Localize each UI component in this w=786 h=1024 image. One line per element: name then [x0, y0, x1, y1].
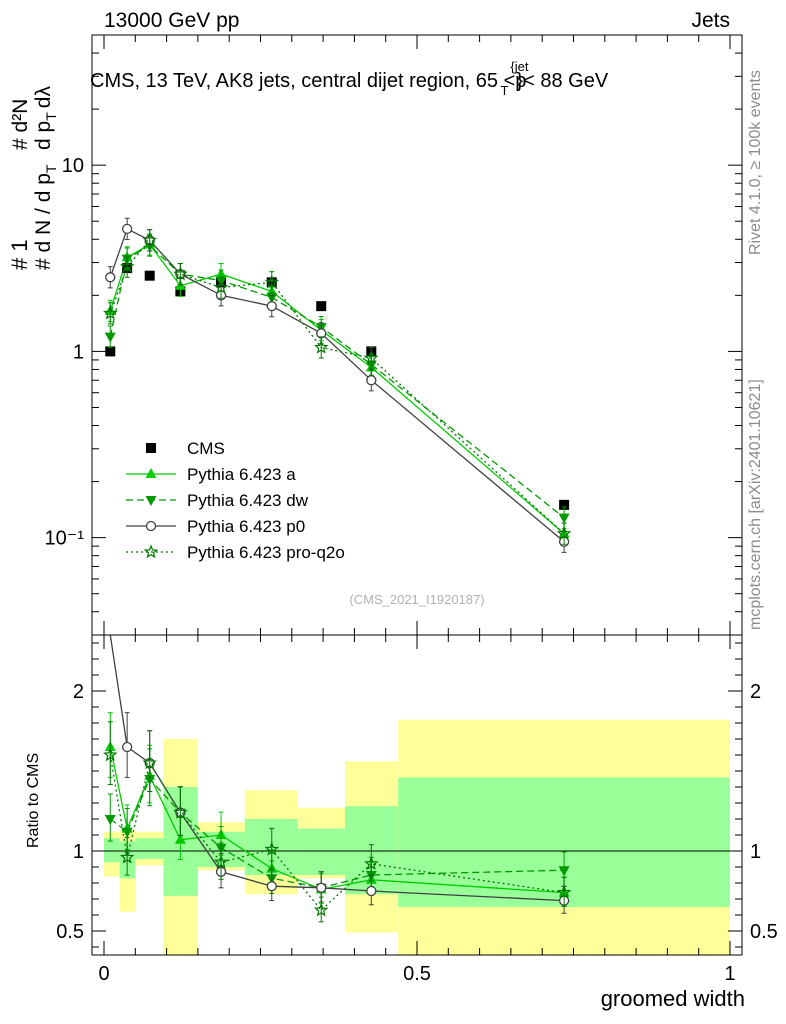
rivet-label: Rivet 4.1.0, ≥ 100k events [747, 70, 764, 255]
x-axis-label: groomed width [601, 986, 745, 1011]
point-pythia-6-423-pro-q2o [119, 259, 135, 273]
y-label-line4: d pTdλ [32, 86, 59, 150]
ratio-point-pythia-6-423-pro-q2o [264, 841, 280, 856]
ratio-y-tick-label-right: 2 [750, 681, 761, 703]
ratio-point-pythia-6-423-a [174, 833, 186, 844]
point-cms [105, 346, 116, 357]
ratio-y-tick-label-right: 1 [750, 841, 761, 863]
legend-marker-pythia-6-423-p0 [145, 520, 157, 532]
point-cms [144, 270, 155, 281]
point-pythia-6-423-pro-q2o [142, 232, 157, 247]
ratio-point-pythia-6-423-dw [558, 866, 570, 877]
point-pythia-6-423-pro-q2o [313, 339, 329, 354]
series-line-pythia-6-423-pro-q2o [109, 239, 565, 535]
point-pythia-6-423-pro-q2o [364, 350, 379, 365]
ratio-y-tick-label: 1 [73, 841, 84, 863]
ratio-point-pythia-6-423-pro-q2o [364, 856, 379, 871]
header-left: 13000 GeV pp [104, 9, 239, 32]
ratio-line-pythia-6-423-pro-q2o [109, 754, 565, 912]
legend-label-pythia-6-423-a: Pythia 6.423 a [187, 465, 296, 484]
main-y-tick-label: 1 [73, 341, 84, 363]
ratio-point-pythia-6-423-p0 [122, 741, 133, 753]
header-right: Jets [691, 9, 730, 32]
legend-marker-pythia-6-423-pro-q2o [143, 544, 159, 559]
legend-label-pythia-6-423-dw: Pythia 6.423 dw [187, 491, 309, 510]
point-pythia-6-423-p0 [105, 272, 116, 283]
point-pythia-6-423-dw [558, 513, 570, 524]
point-pythia-6-423-pro-q2o [173, 266, 188, 281]
analysis-id: (CMS_2021_I1920187) [349, 592, 484, 607]
ratio-point-pythia-6-423-pro-q2o [556, 884, 572, 899]
point-pythia-6-423-p0 [366, 375, 377, 386]
ratio-point-pythia-6-423-pro-q2o [213, 854, 229, 869]
x-tick-label: 0.5 [403, 963, 431, 985]
ratio-y-tick-label-right: 0.5 [750, 921, 778, 943]
ratio-point-pythia-6-423-pro-q2o [173, 804, 188, 819]
ratio-point-pythia-6-423-p0 [366, 885, 377, 897]
point-pythia-6-423-pro-q2o [213, 279, 229, 294]
uncertainty-band-inner [104, 838, 120, 863]
main-y-tick-label: 10⁻¹ [45, 528, 85, 550]
uncertainty-band-inner [135, 838, 164, 859]
main-plot-panel: 10⁻¹ 1 10 [45, 34, 743, 636]
point-cms [316, 301, 327, 312]
ratio-point-pythia-6-423-p0 [316, 882, 327, 893]
point-pythia-6-423-pro-q2o [556, 526, 572, 540]
legend: CMS Pythia 6.423 a Pythia 6.423 dw Pythia 6… [126, 439, 345, 562]
ratio-point-pythia-6-423-pro-q2o [313, 902, 329, 917]
point-pythia-6-423-p0 [266, 300, 277, 312]
mcplots-label: mcplots.cern.ch [arXiv:2401.10621] [747, 379, 764, 630]
ratio-point-pythia-6-423-dw [104, 815, 116, 825]
y-label-line1: # 1 [7, 239, 32, 270]
point-pythia-6-423-dw [104, 332, 116, 343]
x-tick-label: 1 [724, 963, 735, 985]
ratio-point-pythia-6-423-pro-q2o [119, 849, 135, 864]
point-pythia-6-423-pro-q2o [264, 274, 280, 289]
ratio-y-tick-label: 2 [73, 681, 84, 703]
y-label-line3: # d²N [9, 99, 32, 150]
ratio-point-pythia-6-423-pro-q2o [103, 747, 118, 762]
y-axis-label-ratio: Ratio to CMS [25, 753, 42, 848]
point-cms [559, 499, 570, 510]
y-label-line2: # d N / d pT [32, 164, 59, 270]
ratio-point-pythia-6-423-p0 [266, 881, 277, 892]
legend-marker-pythia-6-423-a [145, 468, 157, 478]
uncertainty-band-inner [298, 828, 346, 875]
y-axis-label-main: # 1 # d N / d pT # d²N d pTdλ [7, 86, 59, 270]
point-pythia-6-423-pro-q2o [103, 305, 118, 320]
legend-marker-cms [146, 443, 156, 453]
legend-label-cms: CMS [187, 439, 225, 458]
plot-title: CMS, 13 TeV, AK8 jets, central dijet reg… [90, 59, 609, 98]
legend-label-pythia-6-423-p0: Pythia 6.423 p0 [187, 517, 305, 536]
ratio-point-pythia-6-423-pro-q2o [142, 755, 157, 770]
ratio-plot-panel: 0 0.5 1 0.5 0.5 1 1 2 2 [56, 634, 778, 985]
x-tick-label: 0 [98, 963, 109, 985]
main-y-tick-label: 10 [62, 155, 84, 177]
ratio-y-tick-label: 0.5 [56, 921, 84, 943]
ratio-point-pythia-6-423-dw [121, 827, 133, 838]
legend-label-pythia-6-423-pro-q2o: Pythia 6.423 pro-q2o [187, 543, 345, 562]
point-pythia-6-423-p0 [122, 223, 133, 235]
legend-marker-pythia-6-423-dw [145, 496, 157, 506]
